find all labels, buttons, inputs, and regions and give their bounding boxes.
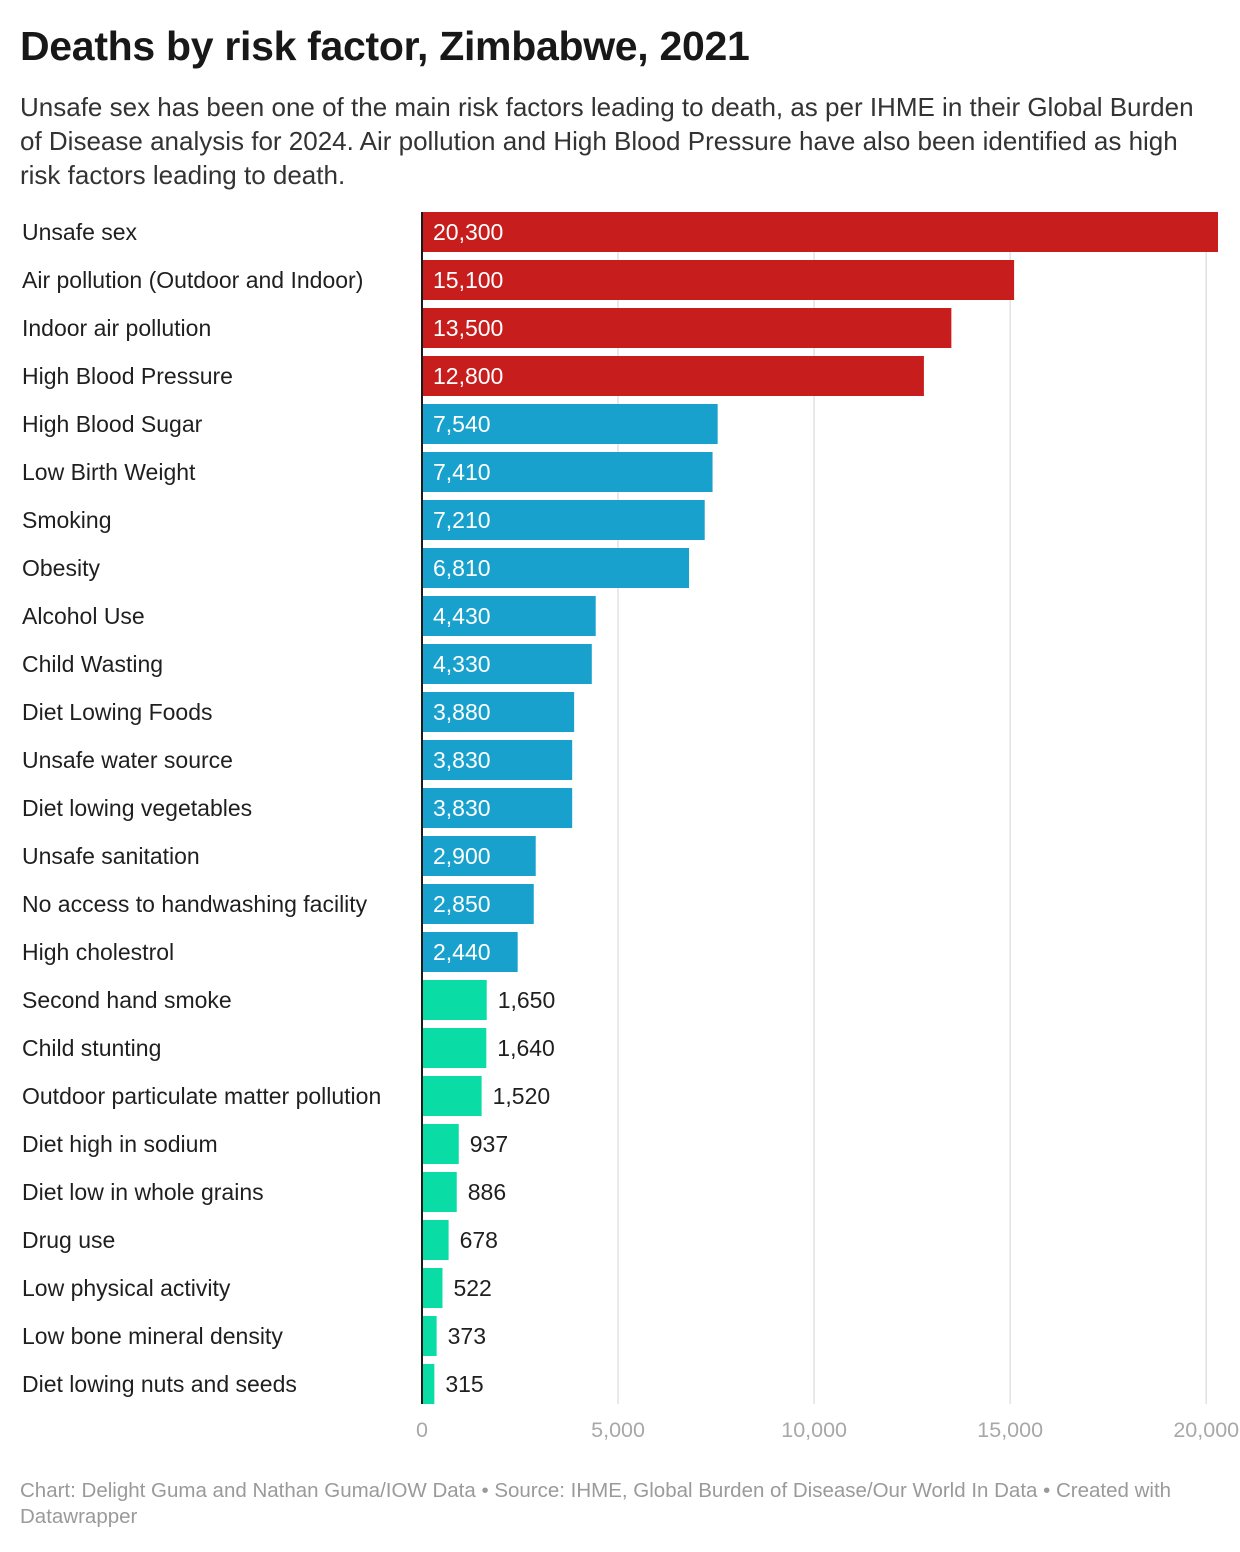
category-label: Outdoor particulate matter pollution <box>22 1083 381 1109</box>
value-label: 886 <box>468 1179 506 1205</box>
category-label: Diet lowing vegetables <box>22 795 252 821</box>
category-label: Air pollution (Outdoor and Indoor) <box>22 267 363 293</box>
category-label: Low Birth Weight <box>22 459 196 485</box>
bar <box>422 1076 482 1116</box>
category-label: Diet high in sodium <box>22 1131 218 1157</box>
value-label: 4,330 <box>433 651 491 677</box>
bar <box>422 836 536 876</box>
category-label: Child stunting <box>22 1035 161 1061</box>
bar <box>422 356 924 396</box>
value-label: 13,500 <box>433 315 503 341</box>
bar <box>422 692 575 732</box>
category-label: Diet Lowing Foods <box>22 699 213 725</box>
category-label: Unsafe sanitation <box>22 843 200 869</box>
category-label: Alcohol Use <box>22 603 145 629</box>
chart-title: Deaths by risk factor, Zimbabwe, 2021 <box>20 23 750 69</box>
category-label: High Blood Pressure <box>22 363 233 389</box>
chart-subtitle: Unsafe sex has been one of the main risk… <box>20 92 1194 190</box>
bar <box>422 452 713 492</box>
value-label: 4,430 <box>433 603 491 629</box>
category-label: No access to handwashing facility <box>22 891 368 917</box>
value-label: 7,210 <box>433 507 491 533</box>
category-label: Obesity <box>22 555 100 581</box>
category-label: Diet low in whole grains <box>22 1179 264 1205</box>
category-label: Unsafe water source <box>22 747 233 773</box>
bar <box>422 404 718 444</box>
category-label: Child Wasting <box>22 651 163 677</box>
x-tick-label: 0 <box>416 1418 428 1442</box>
bar <box>422 1364 435 1404</box>
value-label: 522 <box>453 1275 491 1301</box>
value-label: 7,540 <box>433 411 491 437</box>
category-label: Second hand smoke <box>22 987 232 1013</box>
category-label: High cholestrol <box>22 939 174 965</box>
value-label: 3,830 <box>433 747 491 773</box>
value-label: 1,520 <box>493 1083 551 1109</box>
bar <box>422 212 1218 252</box>
value-label: 3,880 <box>433 699 491 725</box>
value-label: 2,900 <box>433 843 491 869</box>
category-label: Indoor air pollution <box>22 315 211 341</box>
x-tick-label: 5,000 <box>591 1418 645 1442</box>
bar <box>422 644 592 684</box>
bar <box>422 1220 449 1260</box>
bar <box>422 740 573 780</box>
bar <box>422 1028 487 1068</box>
bar <box>422 1268 443 1308</box>
value-label: 20,300 <box>433 219 503 245</box>
value-label: 1,640 <box>497 1035 555 1061</box>
value-label: 937 <box>470 1131 508 1157</box>
bar <box>422 788 573 828</box>
category-label: Drug use <box>22 1227 115 1253</box>
x-tick-label: 15,000 <box>977 1418 1043 1442</box>
value-label: 1,650 <box>498 987 556 1013</box>
chart-credit: Chart: Delight Guma and Nathan Guma/IOW … <box>20 1479 1172 1528</box>
value-label: 315 <box>445 1371 483 1397</box>
category-label: Low physical activity <box>22 1275 231 1301</box>
category-label: Unsafe sex <box>22 219 138 245</box>
value-label: 12,800 <box>433 363 503 389</box>
x-tick-label: 20,000 <box>1173 1418 1239 1442</box>
bar <box>422 308 952 348</box>
value-label: 6,810 <box>433 555 491 581</box>
bar <box>422 884 534 924</box>
value-label: 678 <box>460 1227 498 1253</box>
value-label: 2,440 <box>433 939 491 965</box>
value-label: 7,410 <box>433 459 491 485</box>
category-label: Low bone mineral density <box>22 1323 283 1349</box>
value-label: 3,830 <box>433 795 491 821</box>
value-label: 15,100 <box>433 267 503 293</box>
bar-chart: 0 5,000 10,000 15,000 20,000 Unsafe sex 20,300… <box>22 212 1239 1442</box>
category-label: High Blood Sugar <box>22 411 203 437</box>
bar <box>422 1124 459 1164</box>
category-label: Diet lowing nuts and seeds <box>22 1371 297 1397</box>
bar <box>422 596 596 636</box>
value-label: 373 <box>448 1323 486 1349</box>
category-label: Smoking <box>22 507 111 533</box>
bar <box>422 260 1015 300</box>
bar <box>422 980 487 1020</box>
bar <box>422 548 690 588</box>
x-tick-label: 10,000 <box>781 1418 847 1442</box>
bar <box>422 1172 457 1212</box>
value-label: 2,850 <box>433 891 491 917</box>
bar <box>422 500 705 540</box>
bar <box>422 1316 437 1356</box>
bar <box>422 932 518 972</box>
